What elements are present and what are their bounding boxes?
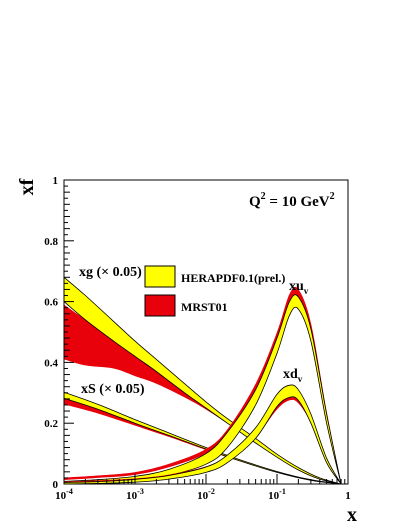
xdv-label: xdv — [283, 367, 303, 384]
xg-label: xg (× 0.05) — [79, 265, 142, 280]
y-tick-label: 0 — [53, 479, 59, 491]
band-xuv-herapdf — [64, 294, 342, 484]
x-axis-ticks: 10-4 10-3 10-2 10-1 1 — [55, 474, 351, 502]
y-tick-label: 0.4 — [44, 357, 58, 369]
y-axis-title: xf — [16, 178, 38, 195]
legend-swatch-mrst01 — [144, 294, 176, 317]
x-tick-label: 10-2 — [197, 487, 215, 502]
y-tick-label: 0.6 — [44, 297, 58, 309]
legend-label-herapdf: HERAPDF0.1(prel.) — [181, 271, 285, 285]
legend-swatch-herapdf — [144, 265, 176, 288]
xuv-label: xuv — [289, 279, 309, 296]
y-axis-ticks: 0 0.2 0.4 0.6 0.8 1 — [44, 175, 74, 491]
legend: HERAPDF0.1(prel.) MRST01 — [144, 265, 285, 317]
x-tick-label: 10-1 — [268, 487, 286, 502]
y-tick-label: 1 — [53, 175, 59, 187]
y-tick-label: 0.8 — [44, 236, 58, 248]
y-tick-label: 0.2 — [44, 418, 58, 430]
xs-label: xS (× 0.05) — [81, 382, 145, 397]
x-axis-title: x — [347, 504, 357, 526]
x-tick-label: 10-4 — [55, 487, 73, 502]
x-tick-label: 10-3 — [126, 487, 144, 502]
x-tick-label: 1 — [345, 490, 351, 502]
q2-annotation: Q2 = 10 GeV2 — [249, 191, 335, 210]
legend-label-mrst01: MRST01 — [181, 300, 228, 314]
